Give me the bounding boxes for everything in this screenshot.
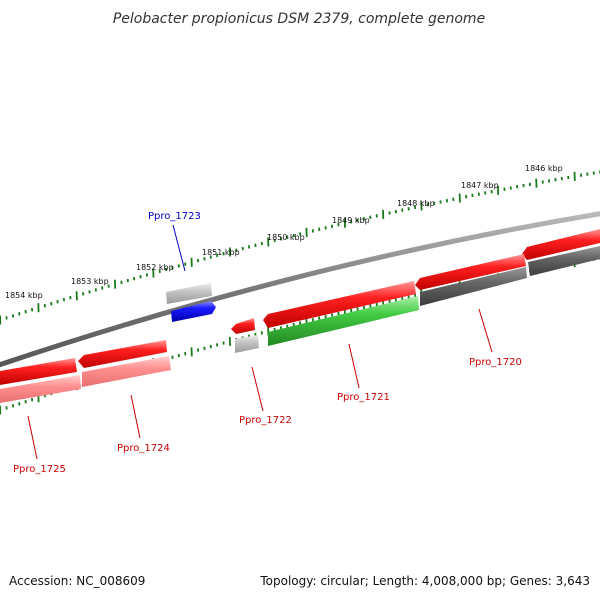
gene-arrow-ppro-1720-part[interactable] [415,254,526,290]
gene-label-ppro-1723[interactable]: Ppro_1723 [148,211,201,222]
leader-ppro-1720 [478,308,493,353]
gene-arrow-ppro-1722[interactable] [231,318,255,334]
kbp-label: 1849 kbp [332,216,370,225]
gene-shadow-ppro-1725 [0,375,81,403]
gene-arrow-ppro-1723[interactable] [171,301,216,322]
genome-title: Pelobacter propionicus DSM 2379, complet… [113,11,485,27]
kbp-label: 1846 kbp [525,164,563,173]
kbp-label: 1847 kbp [461,181,499,190]
kbp-label: 1850 kbp [267,233,305,242]
leader-ppro-1722 [251,366,264,412]
label-leader-lines [27,224,493,460]
leader-ppro-1725 [27,415,38,460]
gene-label-ppro-1724[interactable]: Ppro_1724 [117,443,170,454]
leader-ppro-1723 [172,224,186,272]
kbp-label: 1851 kbp [202,248,240,257]
genome-backbone [0,211,600,368]
leader-ppro-1724 [130,394,141,439]
gene-block-ppro-1721[interactable] [268,296,419,346]
kbp-label: 1852 kbp [136,263,174,272]
gene-label-ppro-1722[interactable]: Ppro_1722 [239,415,292,426]
gene-label-ppro-1721[interactable]: Ppro_1721 [337,392,390,403]
outer-tick-marks [0,170,600,325]
gene-arrow-ppro-1720[interactable] [522,229,600,260]
leader-ppro-1721 [348,343,360,389]
gene-shadow-ppro-1724 [82,356,171,387]
gene-arrow-ppro-1721[interactable] [263,281,416,328]
gene-arrow-ppro-1725[interactable] [0,358,77,385]
gene-shadow-ppro-1723 [166,283,212,304]
kbp-label: 1848 kbp [397,199,435,208]
gene-label-ppro-1720[interactable]: Ppro_1720 [469,357,522,368]
gene-shadow-ppro-1720-part [420,267,527,306]
kbp-scale-labels: 1846 kbp 1847 kbp 1848 kbp 1849 kbp 1850… [5,164,563,300]
kbp-label: 1853 kbp [71,277,109,286]
gene-shadow-ppro-1722 [235,335,259,353]
gene-shadow-ppro-1720 [528,246,600,276]
topology-text: Topology: circular; Length: 4,008,000 bp… [260,574,590,588]
secondary-gene-lane [0,246,600,403]
accession-text: Accession: NC_008609 [9,574,146,588]
gene-labels: Ppro_1720 Ppro_1721 Ppro_1722 Ppro_1723 … [13,211,522,475]
gene-label-ppro-1725[interactable]: Ppro_1725 [13,464,66,475]
kbp-label: 1854 kbp [5,291,43,300]
forward-gene-lane [0,229,600,385]
gene-arrow-ppro-1724[interactable] [78,340,167,368]
